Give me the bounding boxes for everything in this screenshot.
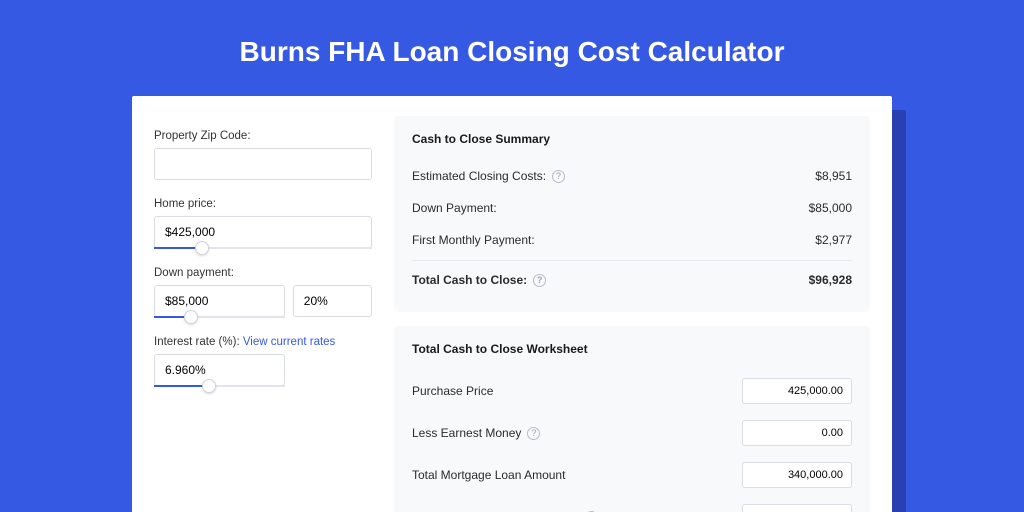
summary-row-label: Down Payment: [412,201,497,215]
zip-input[interactable] [154,148,372,180]
summary-row: First Monthly Payment: $2,977 [412,224,852,256]
worksheet-row: Total Mortgage Loan Amount [412,454,852,496]
down-payment-group: Down payment: [154,267,372,318]
help-icon[interactable]: ? [533,274,546,287]
worksheet-row-label: Purchase Price [412,384,493,398]
worksheet-title: Total Cash to Close Worksheet [412,342,852,356]
summary-row-value: $2,977 [815,233,852,247]
home-price-slider[interactable] [154,247,372,249]
worksheet-row-label: Total Mortgage Loan Amount [412,468,565,482]
help-icon[interactable]: ? [527,427,540,440]
help-icon[interactable]: ? [552,170,565,183]
inputs-column: Property Zip Code: Home price: Down paym… [154,116,372,512]
interest-input[interactable] [154,354,285,386]
worksheet-row: Purchase Price [412,370,852,412]
down-payment-label: Down payment: [154,267,372,279]
down-payment-input[interactable] [154,285,285,317]
worksheet-row-input[interactable] [742,420,852,446]
interest-slider[interactable] [154,385,285,387]
worksheet-row-input[interactable] [742,378,852,404]
down-payment-slider[interactable] [154,316,285,318]
interest-slider-fill [154,385,209,387]
worksheet-row-label: Less Earnest Money [412,426,521,440]
home-price-slider-thumb[interactable] [195,241,209,255]
interest-group: Interest rate (%): View current rates [154,336,372,387]
worksheet-row: Less Earnest Money ? [412,412,852,454]
interest-label: Interest rate (%): [154,336,240,348]
home-price-input[interactable] [154,216,372,248]
results-column: Cash to Close Summary Estimated Closing … [394,116,870,512]
summary-total-label: Total Cash to Close: [412,273,527,287]
worksheet-row-input[interactable] [742,462,852,488]
summary-row: Estimated Closing Costs: ? $8,951 [412,160,852,192]
view-rates-link[interactable]: View current rates [243,336,335,348]
worksheet-row: Total Second Mortgage Amount ? [412,496,852,512]
summary-row-value: $85,000 [809,201,852,215]
zip-group: Property Zip Code: [154,130,372,180]
summary-row: Down Payment: $85,000 [412,192,852,224]
page-title: Burns FHA Loan Closing Cost Calculator [0,0,1024,96]
worksheet-row-input[interactable] [742,504,852,512]
summary-total-value: $96,928 [809,273,852,287]
home-price-label: Home price: [154,198,372,210]
calculator-card-wrap: Property Zip Code: Home price: Down paym… [132,96,892,512]
summary-total-row: Total Cash to Close: ? $96,928 [412,260,852,296]
summary-title: Cash to Close Summary [412,132,852,146]
calculator-card: Property Zip Code: Home price: Down paym… [132,96,892,512]
down-payment-pct-input[interactable] [293,285,372,317]
summary-row-label: First Monthly Payment: [412,233,535,247]
home-price-group: Home price: [154,198,372,249]
interest-label-row: Interest rate (%): View current rates [154,336,372,348]
worksheet-panel: Total Cash to Close Worksheet Purchase P… [394,326,870,512]
summary-row-label: Estimated Closing Costs: [412,169,546,183]
zip-label: Property Zip Code: [154,130,372,142]
summary-row-value: $8,951 [815,169,852,183]
down-payment-slider-thumb[interactable] [184,310,198,324]
summary-panel: Cash to Close Summary Estimated Closing … [394,116,870,312]
interest-slider-thumb[interactable] [202,379,216,393]
